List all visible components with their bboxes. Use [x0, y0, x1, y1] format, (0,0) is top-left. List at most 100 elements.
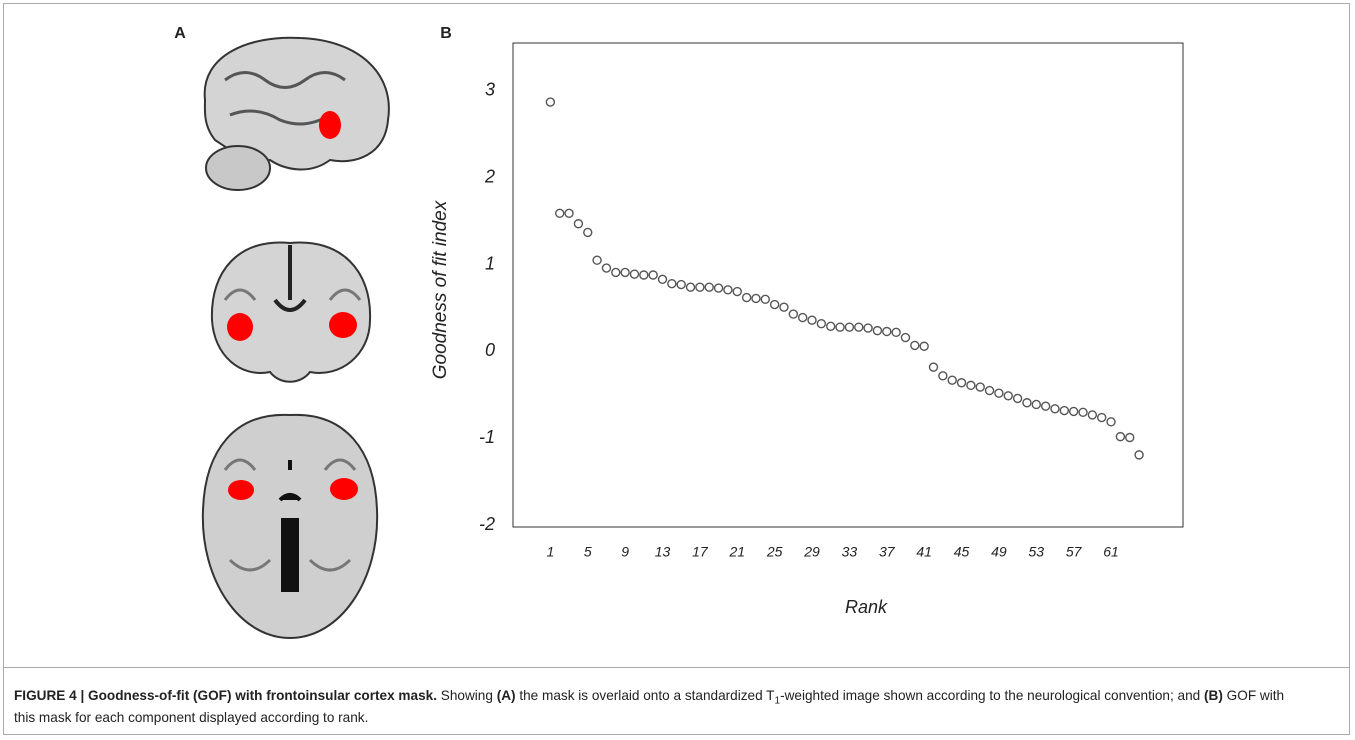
- caption-text: (B): [1204, 688, 1223, 703]
- data-point: [584, 228, 592, 236]
- x-tick-label: 41: [916, 544, 932, 560]
- data-point: [1042, 402, 1050, 410]
- data-point: [733, 288, 741, 296]
- x-tick-label: 49: [991, 544, 1007, 560]
- data-point: [995, 389, 1003, 397]
- data-point: [668, 280, 676, 288]
- data-point: [967, 381, 975, 389]
- data-point: [948, 376, 956, 384]
- brain-axial: [203, 415, 377, 638]
- figure-caption: FIGURE 4 | Goodness-of-fit (GOF) with fr…: [14, 685, 1304, 729]
- data-point: [827, 322, 835, 330]
- data-point: [1088, 411, 1096, 419]
- data-point: [939, 372, 947, 380]
- data-point: [640, 271, 648, 279]
- x-axis-title: Rank: [845, 597, 888, 617]
- data-point: [574, 220, 582, 228]
- data-point: [920, 342, 928, 350]
- x-tick-label: 1: [546, 544, 554, 560]
- data-point: [565, 209, 573, 217]
- data-point: [911, 341, 919, 349]
- data-point: [1079, 408, 1087, 416]
- data-point: [1004, 392, 1012, 400]
- data-point: [873, 327, 881, 335]
- data-point: [621, 268, 629, 276]
- x-tick-label: 5: [584, 544, 592, 560]
- data-point: [817, 320, 825, 328]
- y-tick-label: 0: [485, 340, 495, 360]
- x-tick-label: 29: [803, 544, 820, 560]
- data-point: [1070, 407, 1078, 415]
- data-point: [864, 324, 872, 332]
- x-tick-label: 57: [1066, 544, 1083, 560]
- data-point: [612, 268, 620, 276]
- caption-text: FIGURE 4 | Goodness-of-fit (GOF) with fr…: [14, 688, 437, 703]
- x-tick-label: 37: [879, 544, 896, 560]
- data-point: [761, 295, 769, 303]
- data-point: [696, 283, 704, 291]
- brain-sagittal: [205, 38, 389, 190]
- data-point: [659, 275, 667, 283]
- data-point: [836, 323, 844, 331]
- data-point: [715, 284, 723, 292]
- caption-text: Showing: [437, 688, 497, 703]
- data-point: [724, 286, 732, 294]
- data-point: [752, 294, 760, 302]
- caption-rule: [3, 667, 1350, 668]
- y-axis-title: Goodness of fit index: [430, 199, 451, 379]
- data-point: [986, 387, 994, 395]
- data-point: [649, 271, 657, 279]
- data-point: [901, 334, 909, 342]
- data-point: [1107, 418, 1115, 426]
- figure: A B Rank Goodness of fit index 3210-1-21…: [0, 0, 1355, 666]
- page: A B Rank Goodness of fit index 3210-1-21…: [0, 0, 1355, 740]
- data-point: [630, 270, 638, 278]
- y-tick-label: -1: [479, 427, 495, 447]
- data-point: [1060, 407, 1068, 415]
- x-tick-label: 61: [1103, 544, 1119, 560]
- data-point: [1023, 399, 1031, 407]
- data-point: [1032, 400, 1040, 408]
- data-point: [845, 323, 853, 331]
- data-point: [602, 264, 610, 272]
- caption-text: (A): [497, 688, 516, 703]
- data-point: [1098, 414, 1106, 422]
- caption-text: -weighted image shown according to the n…: [780, 688, 1204, 703]
- data-point: [705, 283, 713, 291]
- data-point: [593, 256, 601, 264]
- x-tick-label: 45: [954, 544, 970, 560]
- data-point: [808, 316, 816, 324]
- x-tick-label: 33: [842, 544, 858, 560]
- panel-label: B: [440, 25, 452, 42]
- data-point: [677, 281, 685, 289]
- data-point: [556, 209, 564, 217]
- caption-text: the mask is overlaid onto a standardized…: [516, 688, 775, 703]
- x-tick-label: 9: [621, 544, 629, 560]
- plot-area: [513, 43, 1183, 527]
- data-point: [1116, 433, 1124, 441]
- x-tick-label: 13: [655, 544, 671, 560]
- x-tick-label: 53: [1029, 544, 1045, 560]
- panel-label: A: [174, 25, 186, 42]
- data-point: [1051, 405, 1059, 413]
- data-point: [892, 328, 900, 336]
- data-point: [930, 363, 938, 371]
- brain-coronal: [212, 242, 370, 381]
- data-point: [780, 303, 788, 311]
- data-point: [1014, 394, 1022, 402]
- data-point: [1135, 451, 1143, 459]
- data-point: [976, 383, 984, 391]
- data-point: [687, 283, 695, 291]
- y-tick-label: 2: [484, 166, 495, 186]
- y-tick-label: -2: [479, 514, 495, 534]
- data-point: [799, 314, 807, 322]
- data-point: [771, 301, 779, 309]
- x-tick-label: 17: [692, 544, 709, 560]
- data-point: [958, 379, 966, 387]
- x-tick-label: 21: [728, 544, 745, 560]
- data-point: [1126, 433, 1134, 441]
- data-point: [789, 310, 797, 318]
- y-tick-label: 1: [485, 253, 495, 273]
- data-point: [883, 327, 891, 335]
- x-tick-label: 25: [766, 544, 783, 560]
